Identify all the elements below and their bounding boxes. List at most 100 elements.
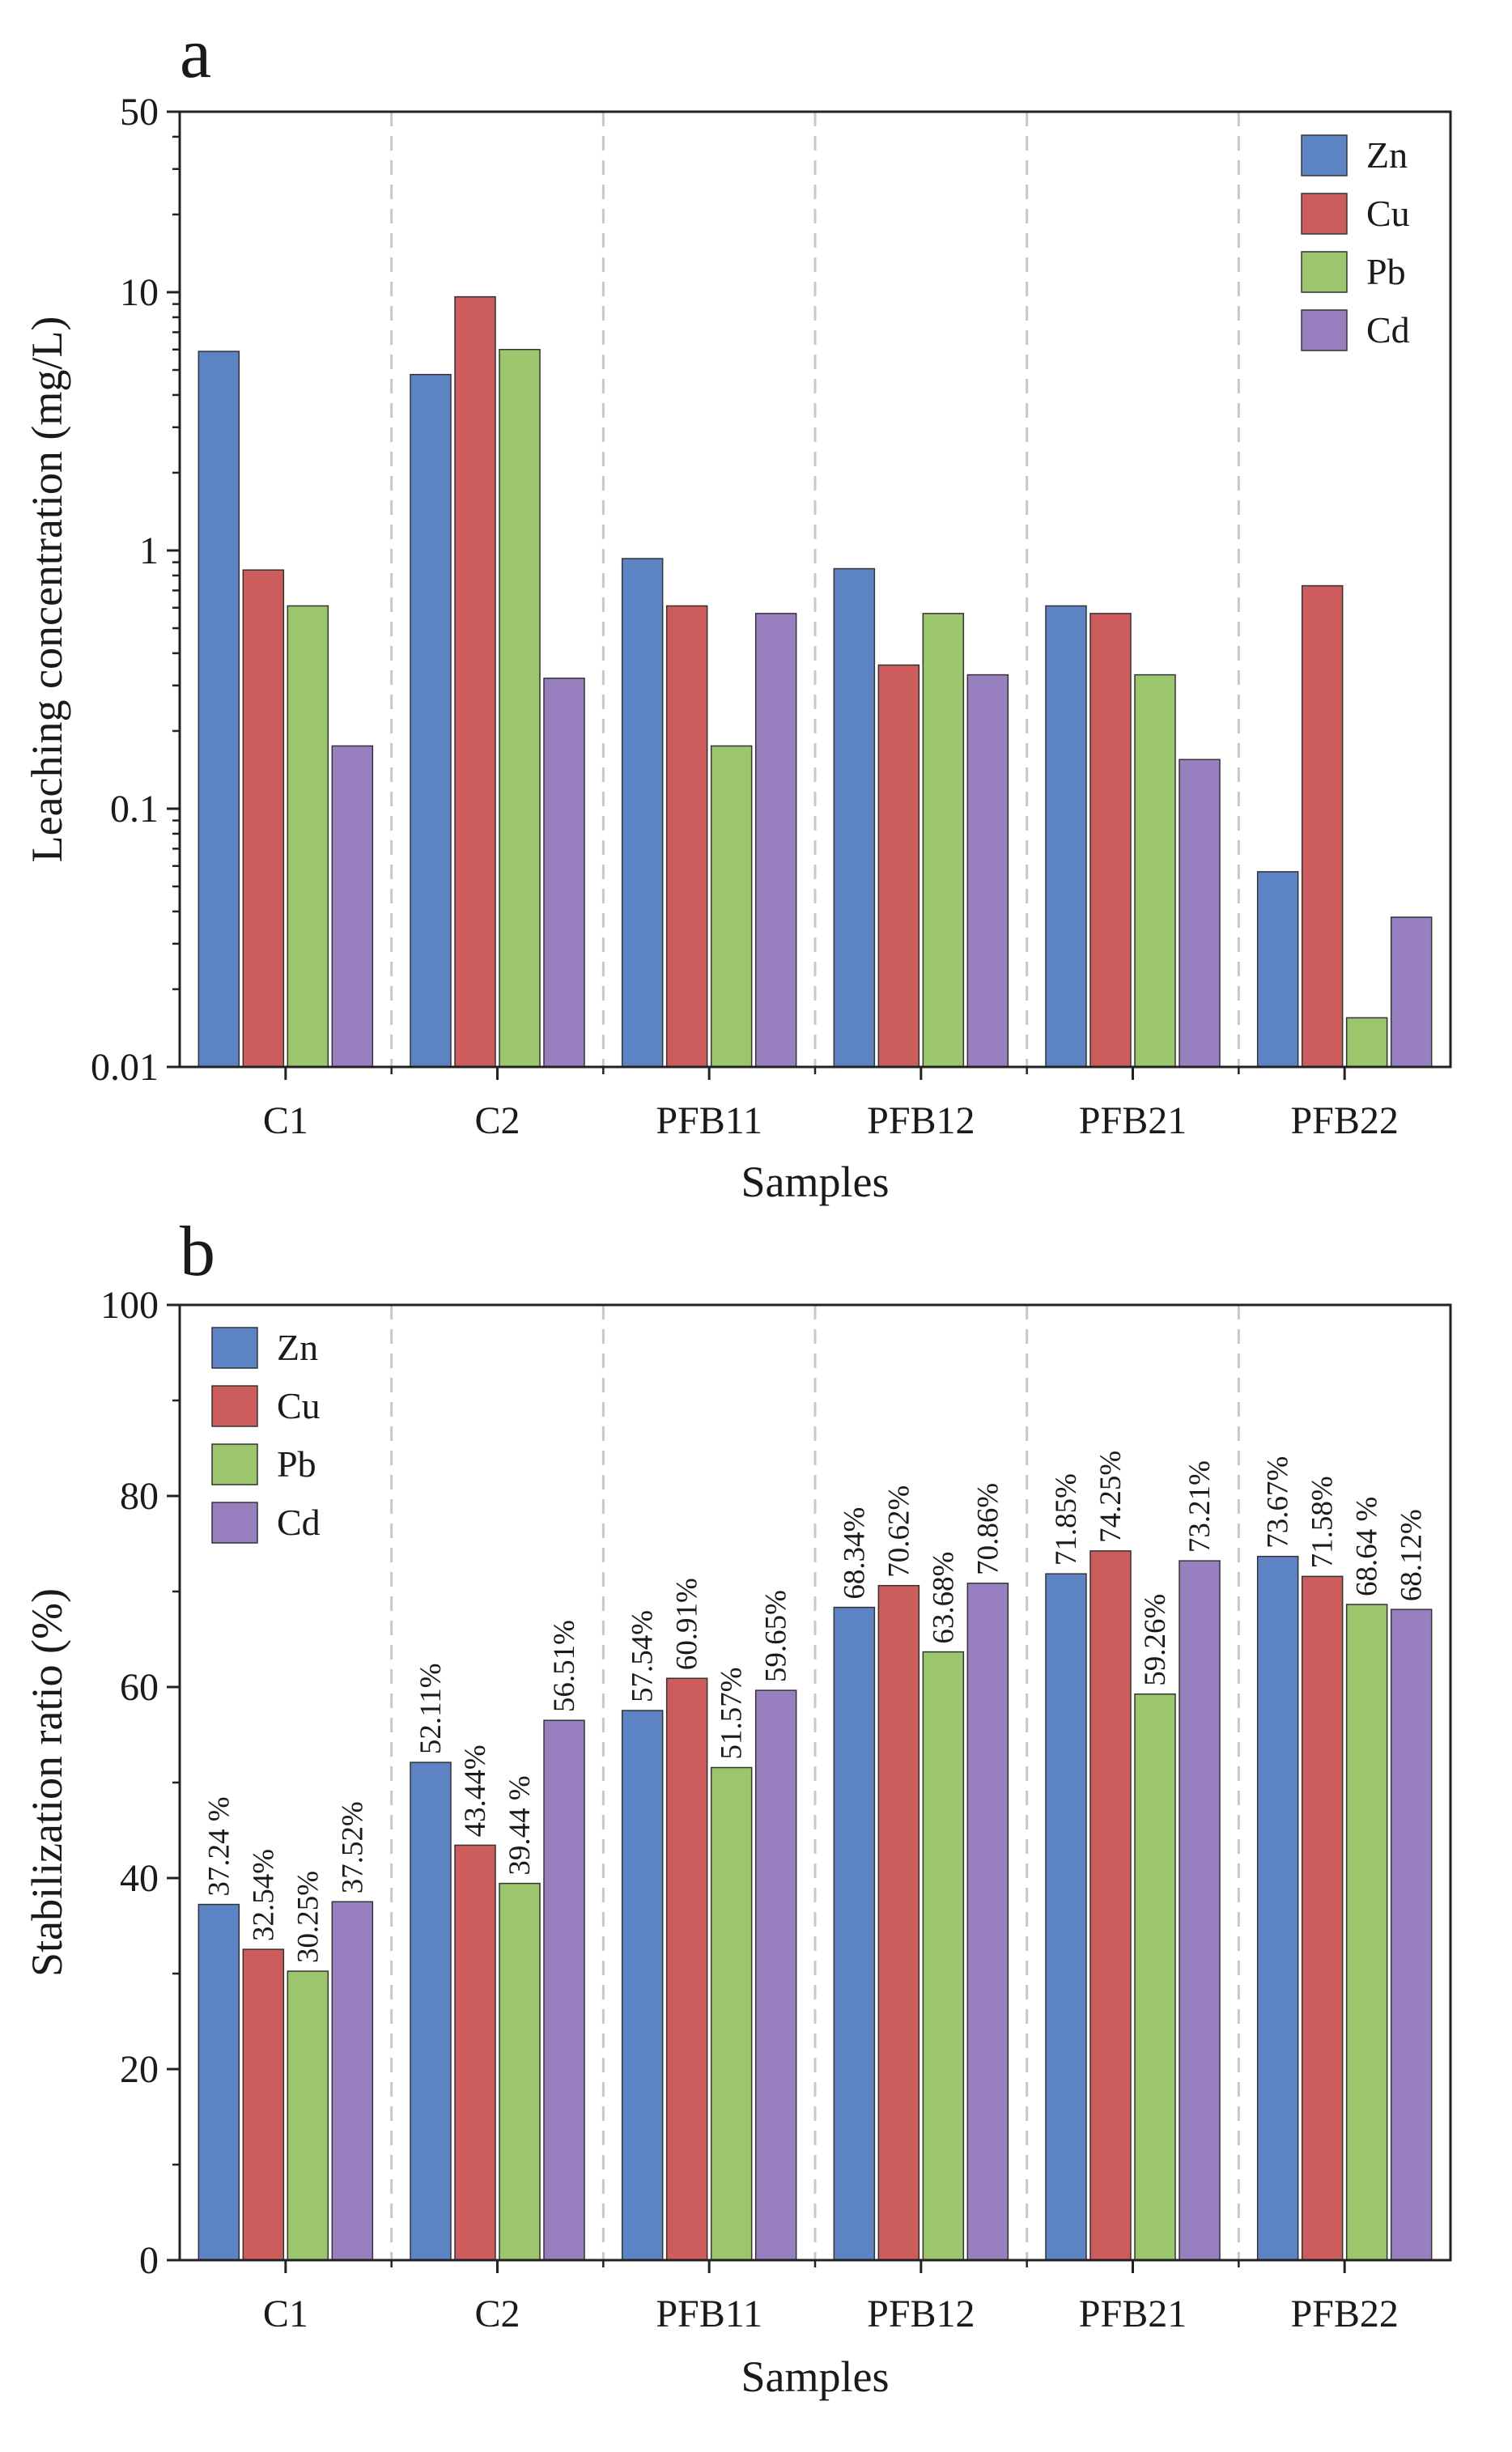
x-tick-label-c2: C2 — [474, 2293, 520, 2335]
legend-label-cu: Cu — [1366, 193, 1410, 234]
legend-label-cd: Cd — [1366, 309, 1410, 351]
legend-label-zn: Zn — [1366, 134, 1408, 176]
data-label-pb-pfb21: 59.26% — [1139, 1594, 1172, 1686]
bar-cd-pfb21 — [1179, 1560, 1221, 2261]
bar-cu-pfb21 — [1089, 613, 1132, 1068]
bar-zn-c1 — [197, 351, 240, 1068]
legend-swatch-cd — [1301, 309, 1348, 351]
data-label-cu-pfb12: 70.62% — [882, 1485, 915, 1578]
x-tick-label-c1: C1 — [263, 2293, 308, 2335]
data-label-cd-pfb21: 73.21% — [1183, 1460, 1217, 1553]
bar-zn-c1 — [197, 1903, 240, 2261]
data-label-cu-c1: 32.54% — [247, 1849, 280, 1941]
x-tick-label-pfb12: PFB12 — [867, 1099, 975, 1142]
data-label-cu-c2: 43.44% — [459, 1744, 492, 1837]
data-label-cd-pfb12: 70.86% — [971, 1483, 1004, 1575]
bar-pb-c1 — [287, 605, 329, 1068]
bar-cd-c1 — [331, 1901, 374, 2261]
data-label-pb-pfb12: 63.68% — [927, 1551, 960, 1643]
bar-cu-c2 — [454, 1844, 496, 2261]
x-tick-label-c2: C2 — [474, 1099, 520, 1142]
data-label-cu-pfb21: 74.25% — [1094, 1451, 1128, 1543]
legend-swatch-cu — [1301, 193, 1348, 235]
bar-cd-pfb22 — [1390, 1608, 1433, 2261]
data-label-cd-pfb22: 68.12% — [1395, 1509, 1429, 1601]
legend-label-cd: Cd — [277, 1502, 321, 1543]
x-tick-label-c1: C1 — [263, 1099, 308, 1142]
bar-pb-c2 — [499, 1882, 541, 2261]
bar-cu-c2 — [454, 295, 496, 1068]
bar-cu-pfb11 — [665, 605, 708, 1068]
y-tick-label: 1 — [139, 529, 159, 572]
legend-label-cu: Cu — [277, 1385, 321, 1426]
y-tick-label: 10 — [120, 271, 159, 314]
data-label-pb-c1: 30.25% — [291, 1871, 325, 1963]
bar-cu-pfb12 — [877, 1584, 920, 2261]
bar-cu-pfb11 — [665, 1677, 708, 2261]
legend-swatch-pb — [211, 1443, 258, 1485]
y-axis-title: Stabilization ratio (%) — [23, 1588, 71, 1977]
legend: Zn Cu Pb Cd — [211, 1327, 321, 1544]
bar-cd-pfb11 — [754, 1689, 797, 2261]
bar-zn-pfb21 — [1045, 1573, 1087, 2261]
y-tick-label: 0.1 — [110, 788, 159, 831]
legend: Zn Cu Pb Cd — [1301, 134, 1410, 351]
data-label-zn-pfb12: 68.34% — [838, 1507, 871, 1600]
legend-label-pb: Pb — [277, 1443, 316, 1485]
bar-zn-c2 — [410, 373, 452, 1068]
panel-a-leaching-chart: a 0.01 0.1 1 10 50 C1 C2 PFB11 PFB12 PFB21 PFB22 Sam… — [23, 15, 1452, 1206]
bar-cd-c2 — [543, 1719, 585, 2261]
bar-zn-pfb22 — [1256, 871, 1299, 1068]
legend-swatch-cu — [211, 1385, 258, 1427]
bar-zn-pfb21 — [1045, 605, 1087, 1068]
x-tick-label-pfb22: PFB22 — [1290, 2293, 1398, 2335]
bar-pb-c2 — [499, 348, 541, 1068]
data-label-zn-pfb21: 71.85% — [1050, 1473, 1083, 1566]
bar-cu-pfb22 — [1301, 584, 1344, 1068]
y-tick-label: 20 — [120, 2048, 159, 2091]
data-label-zn-pfb11: 57.54% — [626, 1610, 660, 1702]
x-tick-label-pfb22: PFB22 — [1290, 1099, 1398, 1142]
data-label-cd-c2: 56.51% — [548, 1620, 581, 1712]
x-axis-title: Samples — [741, 1158, 890, 1206]
data-label-pb-c2: 39.44 % — [503, 1775, 537, 1875]
data-label-cd-c1: 37.52% — [336, 1801, 369, 1893]
x-axis-title: Samples — [741, 2352, 890, 2401]
bar-pb-pfb12 — [922, 1651, 965, 2261]
bar-cu-pfb12 — [877, 664, 920, 1068]
y-tick-label: 100 — [100, 1284, 159, 1327]
bar-pb-pfb22 — [1345, 1604, 1388, 2261]
data-label-cu-pfb22: 71.58% — [1306, 1476, 1340, 1568]
y-tick-label: 50 — [120, 91, 159, 134]
panel-b-stabilization-chart: b 37.24 % 52.11% 57.54% 68.34% 71.85% 73.67% 32… — [23, 1213, 1452, 2401]
bar-pb-pfb22 — [1345, 1017, 1388, 1068]
bar-zn-c2 — [410, 1761, 452, 2261]
data-label-pb-pfb11: 51.57% — [716, 1667, 749, 1759]
x-tick-label-pfb12: PFB12 — [867, 2293, 975, 2335]
data-label-zn-pfb22: 73.67% — [1262, 1456, 1295, 1549]
bar-pb-pfb11 — [710, 745, 753, 1068]
bar-zn-pfb11 — [621, 558, 664, 1068]
bar-cu-c1 — [242, 1948, 285, 2261]
legend-label-zn: Zn — [277, 1327, 318, 1368]
bar-pb-pfb21 — [1134, 1693, 1176, 2261]
x-tick-label-pfb21: PFB21 — [1079, 1099, 1187, 1142]
x-tick-label-pfb21: PFB21 — [1079, 2293, 1187, 2335]
bar-pb-pfb11 — [710, 1766, 753, 2261]
bar-pb-pfb12 — [922, 613, 965, 1068]
data-label-zn-c2: 52.11% — [414, 1663, 448, 1754]
data-label-zn-c1: 37.24 % — [202, 1796, 236, 1896]
y-tick-label: 40 — [120, 1857, 159, 1900]
bar-cd-pfb11 — [754, 613, 797, 1068]
y-axis-title: Leaching concentration (mg/L) — [23, 317, 71, 863]
bar-cd-pfb12 — [966, 674, 1009, 1068]
y-tick-label: 0 — [139, 2239, 159, 2282]
panel-letter: b — [180, 1213, 215, 1291]
bar-cd-c2 — [543, 678, 585, 1068]
legend-swatch-zn — [1301, 134, 1348, 176]
data-label-pb-pfb22: 68.64 % — [1351, 1497, 1384, 1596]
y-tick-label: 60 — [120, 1666, 159, 1709]
bar-zn-pfb12 — [833, 567, 876, 1068]
panel-letter: a — [180, 15, 211, 93]
